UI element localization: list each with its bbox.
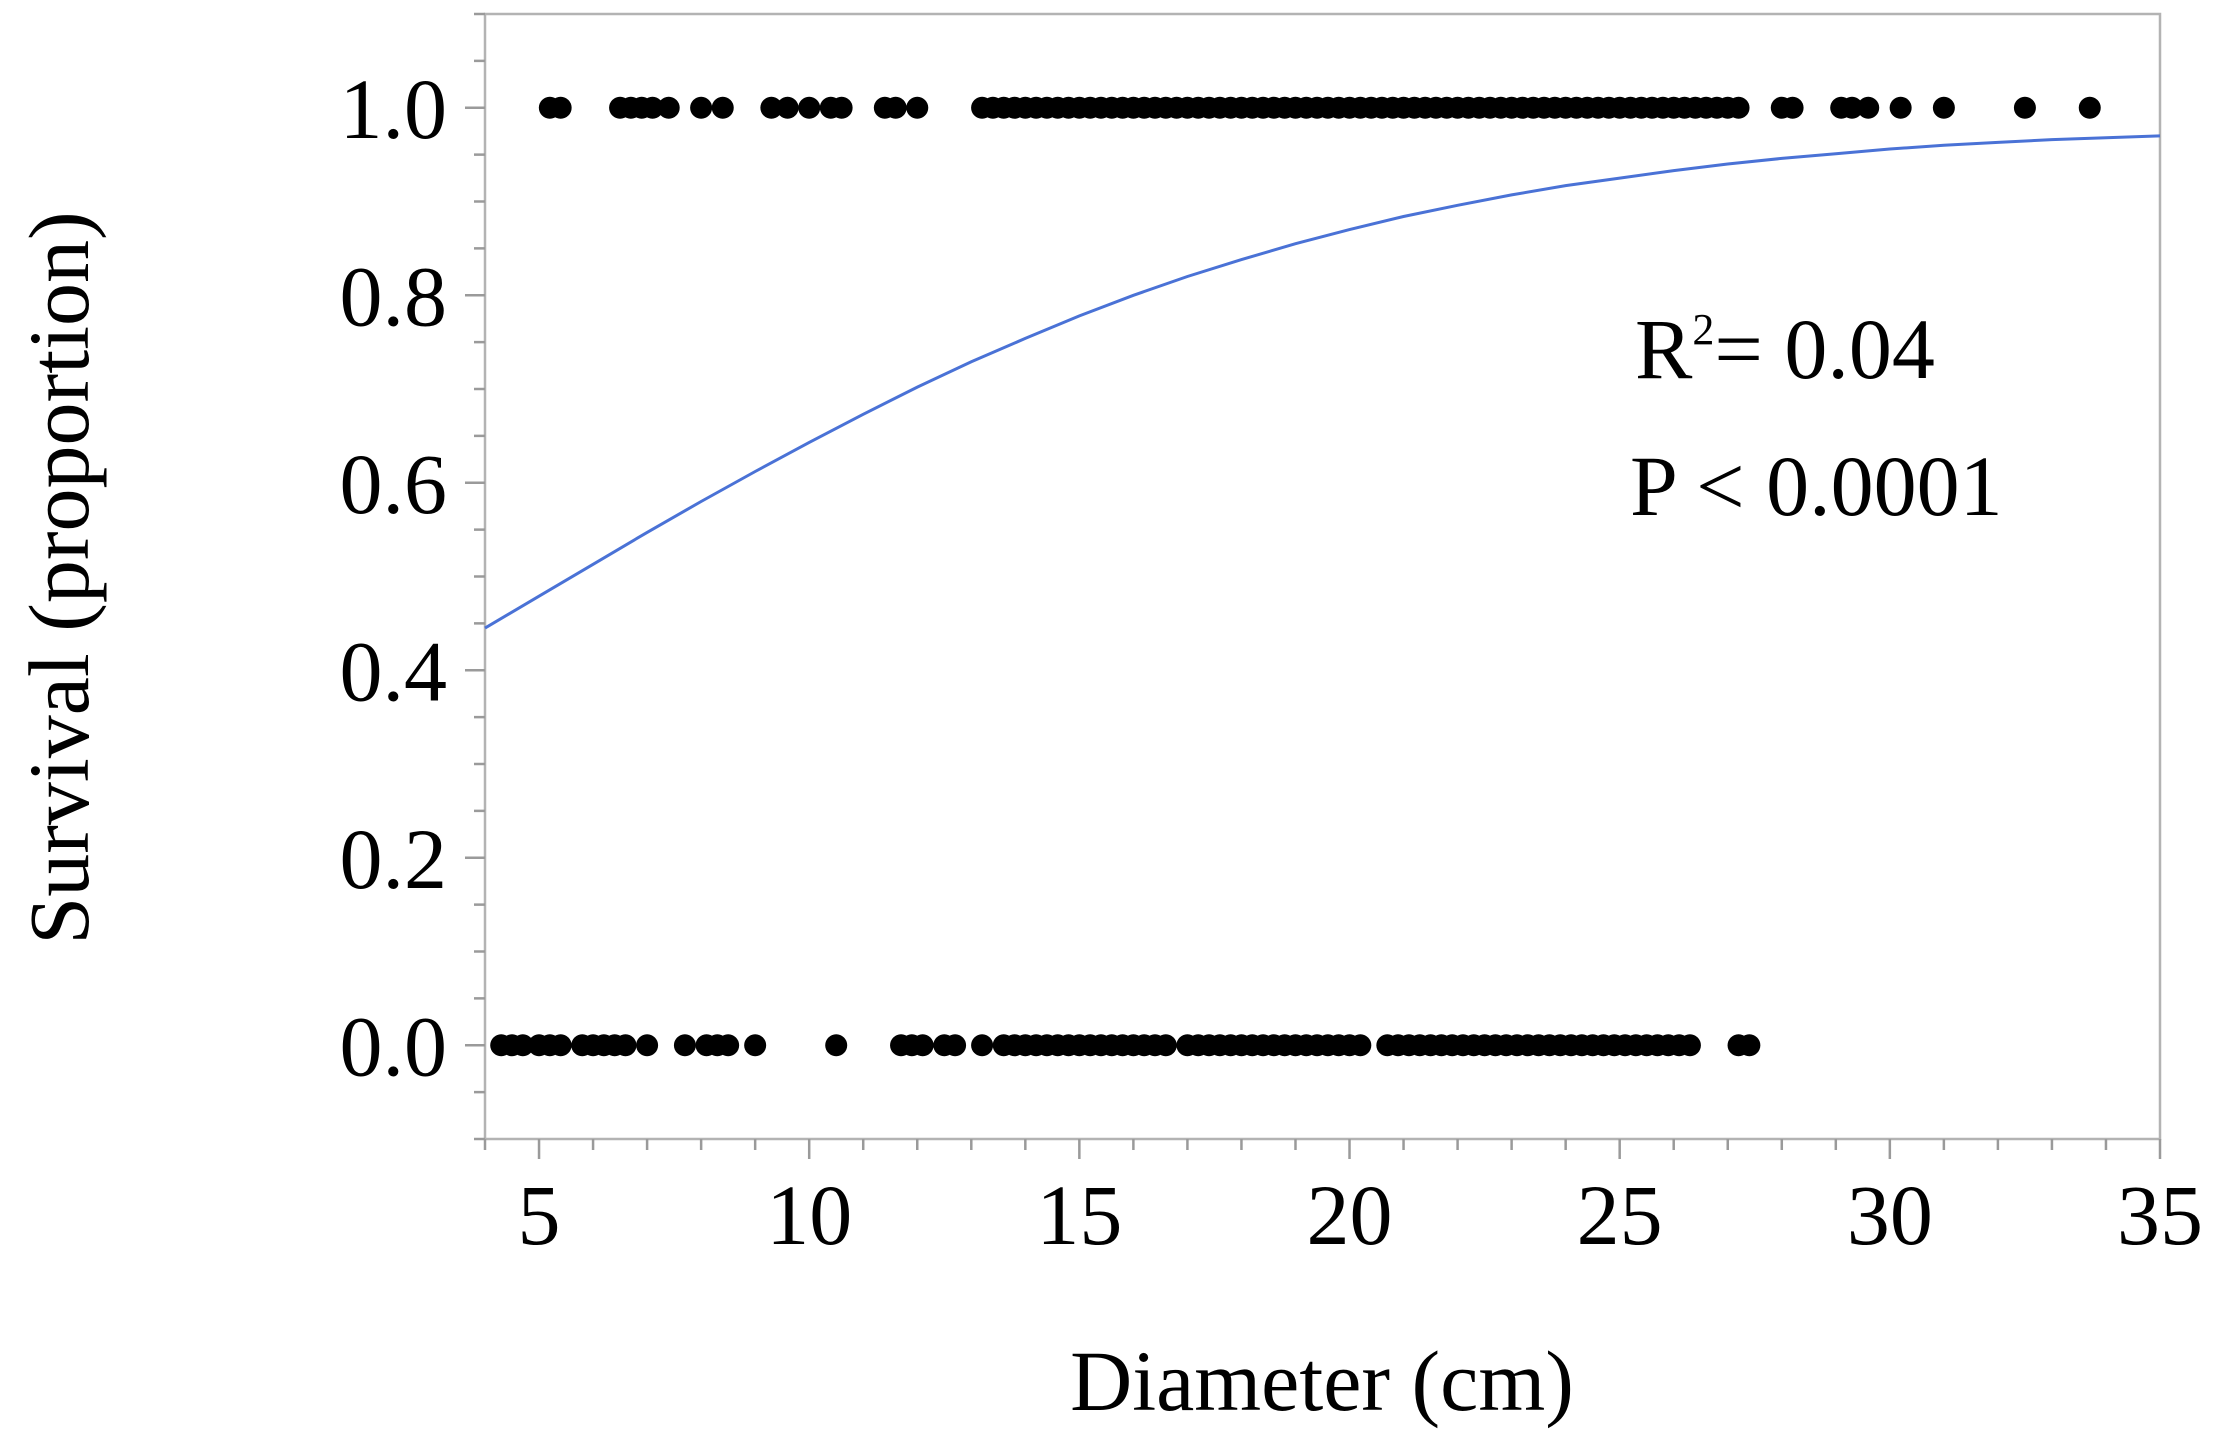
data-point: [1781, 96, 1804, 119]
data-point: [511, 1034, 534, 1057]
data-point: [1678, 1034, 1701, 1057]
data-point: [673, 1034, 696, 1057]
x-tick-label: 25: [1577, 1167, 1663, 1263]
data-point: [549, 1034, 572, 1057]
x-tick-label: 5: [518, 1167, 561, 1263]
data-point: [911, 1034, 934, 1057]
data-points: [490, 96, 2101, 1057]
data-point: [776, 96, 799, 119]
r-squared-annotation: R2= 0.04: [1635, 301, 1935, 397]
y-tick-label: 0.8: [340, 248, 448, 344]
data-point: [944, 1034, 967, 1057]
data-point: [2013, 96, 2036, 119]
x-tick-label: 15: [1036, 1167, 1122, 1263]
r2-prefix: R: [1635, 301, 1693, 397]
y-tick-label: 0.6: [340, 436, 448, 532]
data-point: [906, 96, 929, 119]
data-point: [657, 96, 680, 119]
data-point: [636, 1034, 659, 1057]
y-axis-title: Survival (proportion): [11, 211, 107, 944]
y-tick-label: 0.4: [340, 623, 448, 719]
x-tick-label: 30: [1847, 1167, 1933, 1263]
data-point: [614, 1034, 637, 1057]
data-point: [971, 1034, 994, 1057]
x-tick-label: 20: [1307, 1167, 1393, 1263]
data-point: [1154, 1034, 1177, 1057]
data-point: [798, 96, 821, 119]
data-point: [1738, 1034, 1761, 1057]
plot-frame: [483, 12, 2162, 1141]
x-axis: 5 10 15 20 25 30 35: [483, 1139, 2203, 1263]
data-point: [1841, 96, 1864, 119]
data-point: [1889, 96, 1912, 119]
y-tick-label: 1.0: [340, 61, 448, 157]
data-point: [549, 96, 572, 119]
data-point: [830, 96, 853, 119]
data-point: [1727, 96, 1750, 119]
x-tick-label: 10: [766, 1167, 852, 1263]
data-point: [1857, 96, 1880, 119]
x-axis-title: Diameter (cm): [1070, 1333, 1574, 1429]
data-point: [884, 96, 907, 119]
fitted-curve: [484, 134, 2161, 630]
y-tick-label: 0.0: [340, 998, 448, 1094]
data-point: [760, 96, 783, 119]
data-point: [641, 96, 664, 119]
data-point: [744, 1034, 767, 1057]
data-point: [2078, 96, 2101, 119]
y-tick-label: 0.2: [340, 811, 448, 907]
y-axis: 0.0 0.2 0.4 0.6 0.8 1.0: [340, 12, 485, 1141]
data-point: [711, 96, 734, 119]
p-value-annotation: P < 0.0001: [1630, 438, 2003, 534]
r2-superscript: 2: [1692, 305, 1714, 354]
r2-value: = 0.04: [1714, 301, 1935, 397]
data-point: [1349, 1034, 1372, 1057]
data-point: [690, 96, 713, 119]
data-point: [825, 1034, 848, 1057]
x-tick-label: 35: [2117, 1167, 2203, 1263]
data-point: [1932, 96, 1955, 119]
data-point: [717, 1034, 740, 1057]
